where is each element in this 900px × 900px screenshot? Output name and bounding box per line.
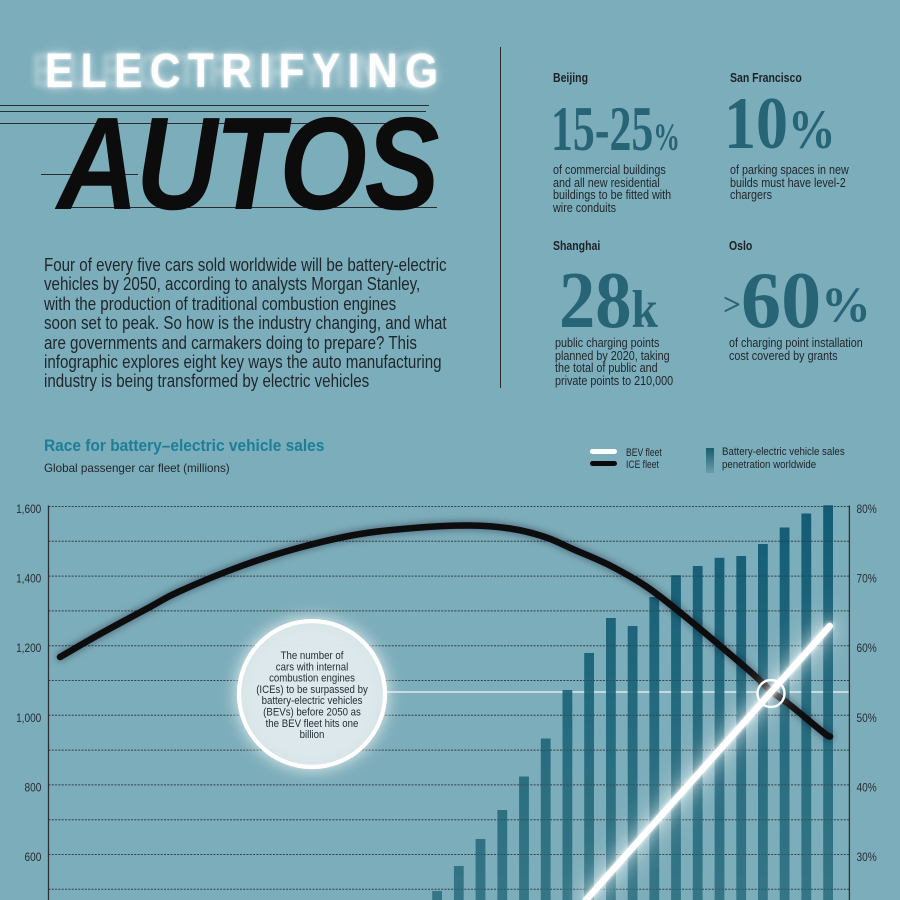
svg-text:80%: 80%: [857, 503, 877, 516]
svg-text:1,400: 1,400: [16, 573, 41, 586]
svg-text:1,200: 1,200: [16, 642, 41, 655]
svg-text:60%: 60%: [857, 642, 877, 655]
svg-text:600: 600: [24, 851, 41, 864]
svg-text:40%: 40%: [857, 782, 877, 795]
svg-text:billion: billion: [300, 728, 325, 741]
svg-text:70%: 70%: [857, 573, 877, 586]
svg-text:the BEV fleet hits one: the BEV fleet hits one: [266, 717, 359, 730]
svg-text:1,600: 1,600: [16, 503, 41, 516]
svg-text:The number of: The number of: [281, 649, 344, 662]
svg-text:30%: 30%: [857, 851, 877, 864]
svg-text:(ICEs) to be surpassed by: (ICEs) to be surpassed by: [256, 683, 368, 696]
svg-text:(BEVs) before 2050 as: (BEVs) before 2050 as: [263, 706, 361, 719]
svg-text:50%: 50%: [857, 712, 877, 725]
svg-text:cars with internal: cars with internal: [276, 661, 348, 674]
svg-text:combustion engines: combustion engines: [269, 672, 355, 685]
svg-text:battery-electric vehicles: battery-electric vehicles: [262, 694, 363, 707]
svg-text:800: 800: [24, 782, 41, 795]
svg-text:1,000: 1,000: [16, 712, 41, 725]
